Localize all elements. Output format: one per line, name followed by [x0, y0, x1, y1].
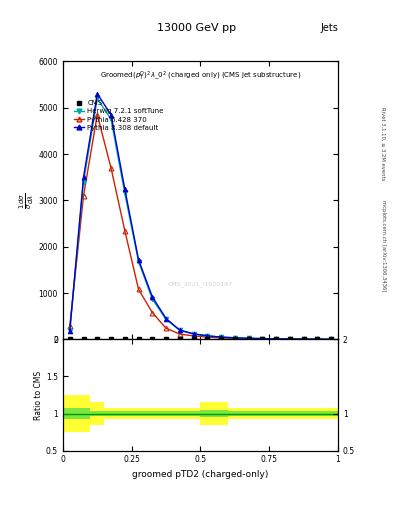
Text: Jets: Jets: [320, 23, 338, 33]
Text: Groomed$(p_T^D)^2\lambda\_0^2$ (charged only) (CMS jet substructure): Groomed$(p_T^D)^2\lambda\_0^2$ (charged …: [100, 70, 301, 83]
X-axis label: groomed pTD2 (charged-only): groomed pTD2 (charged-only): [132, 470, 269, 479]
Legend: CMS, Herwig 7.2.1 softTune, Pythia 6.428 370, Pythia 8.308 default: CMS, Herwig 7.2.1 softTune, Pythia 6.428…: [72, 98, 165, 133]
Text: 13000 GeV pp: 13000 GeV pp: [157, 23, 236, 33]
Text: Rivet 3.1.10, ≥ 3.2M events: Rivet 3.1.10, ≥ 3.2M events: [381, 106, 386, 180]
Text: mcplots.cern.ch [arXiv:1306.3436]: mcplots.cern.ch [arXiv:1306.3436]: [381, 200, 386, 291]
Text: CMS_2021_I1920187: CMS_2021_I1920187: [168, 281, 233, 287]
Y-axis label: Ratio to CMS: Ratio to CMS: [34, 370, 43, 419]
Y-axis label: $\frac{1}{\sigma}\frac{d\sigma}{d\lambda}$: $\frac{1}{\sigma}\frac{d\sigma}{d\lambda…: [18, 192, 36, 208]
